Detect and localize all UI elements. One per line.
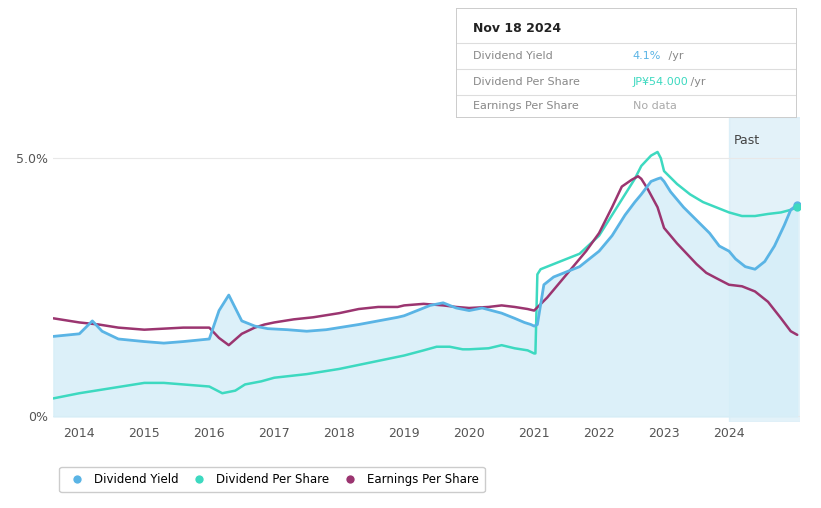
Text: Nov 18 2024: Nov 18 2024 <box>473 22 561 35</box>
Bar <box>729 117 814 422</box>
Text: Past: Past <box>734 134 760 147</box>
Legend: Dividend Yield, Dividend Per Share, Earnings Per Share: Dividend Yield, Dividend Per Share, Earn… <box>59 467 484 492</box>
Text: /yr: /yr <box>665 51 684 60</box>
Text: No data: No data <box>633 101 677 111</box>
Text: 4.1%: 4.1% <box>633 51 661 60</box>
Text: Dividend Per Share: Dividend Per Share <box>473 77 580 87</box>
Text: Earnings Per Share: Earnings Per Share <box>473 101 579 111</box>
Text: JP¥54.000: JP¥54.000 <box>633 77 689 87</box>
Text: /yr: /yr <box>687 77 706 87</box>
Text: Dividend Yield: Dividend Yield <box>473 51 553 60</box>
